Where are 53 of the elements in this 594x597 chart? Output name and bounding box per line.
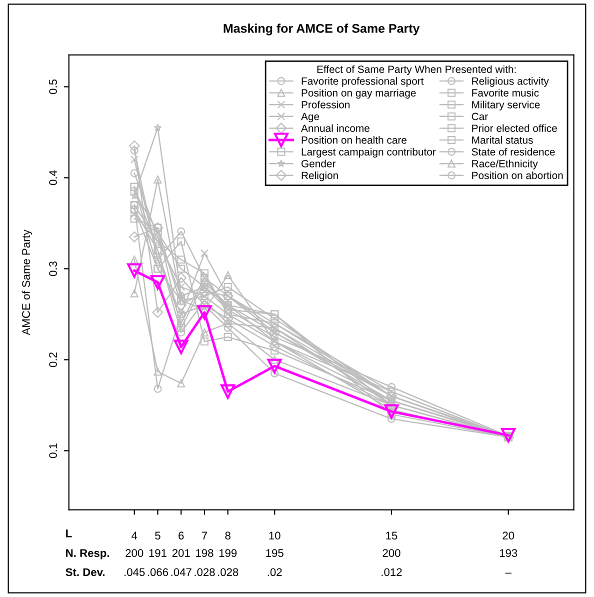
text: .066: [148, 568, 168, 576]
legend-label: Favorite professional sport: [302, 77, 424, 87]
legend-label: Race/Ethnicity: [472, 160, 538, 170]
legend-label: Position on gay marriage: [302, 88, 416, 99]
text: 200: [382, 549, 400, 557]
text: .012: [382, 568, 402, 576]
x-tick-label: 8: [225, 532, 230, 540]
text: 193: [500, 549, 518, 557]
legend-label: Military service: [472, 100, 540, 110]
y-tick-label: 0.3: [49, 262, 57, 276]
text: –: [505, 572, 512, 574]
legend-label: Car: [472, 112, 488, 120]
legend-label: Prior elected office: [472, 124, 557, 132]
text: .028: [194, 568, 215, 576]
legend-label: Age: [301, 112, 320, 122]
text: .02: [268, 568, 282, 576]
text: 200: [126, 549, 144, 557]
legend-label: Annual income: [301, 124, 370, 132]
legend-label: Position on abortion: [472, 171, 563, 180]
y-tick-label: 0.2: [49, 352, 57, 368]
x-tick-label: 7: [202, 532, 208, 540]
chart-title: Masking for AMCE of Same Party: [224, 24, 420, 36]
legend-label: Gender: [302, 160, 336, 168]
text: 199: [219, 549, 237, 557]
x-axis-title: L: [66, 530, 72, 538]
text: .045: [124, 568, 145, 576]
x-tick-label: 10: [269, 532, 280, 540]
legend-label: Religious activity: [472, 77, 549, 87]
x-tick-label: 20: [502, 532, 514, 540]
legend-label: Profession: [302, 100, 350, 108]
x-tick-label: 5: [155, 532, 160, 540]
text: 191: [149, 549, 166, 557]
legend-label: Religion: [302, 171, 338, 182]
x-tick-label: 15: [386, 532, 398, 540]
legend-label: Largest campaign contributor: [302, 148, 436, 158]
x-tick-label: 4: [132, 532, 138, 540]
x-tick-label: 6: [178, 532, 184, 540]
y-tick-label: 0.1: [49, 444, 57, 458]
y-axis-title: AMCE of Same Party: [22, 230, 32, 336]
text: N. Resp.: [66, 549, 110, 560]
text: St. Dev.: [66, 568, 105, 576]
y-tick-label: 0.5: [49, 80, 57, 94]
legend-title: Effect of Same Party When Presented with:: [317, 65, 516, 76]
legend-label: Favorite music: [472, 88, 539, 97]
legend-label: State of residence: [472, 148, 555, 156]
legend-label: Position on health care: [302, 136, 407, 144]
y-tick-label: 0.4: [49, 170, 57, 186]
text: .047: [171, 568, 192, 576]
legend-label: Marital status: [472, 136, 533, 144]
text: 201: [172, 549, 190, 557]
text: 195: [266, 549, 284, 557]
text: 198: [196, 549, 214, 557]
text: .028: [218, 568, 238, 576]
